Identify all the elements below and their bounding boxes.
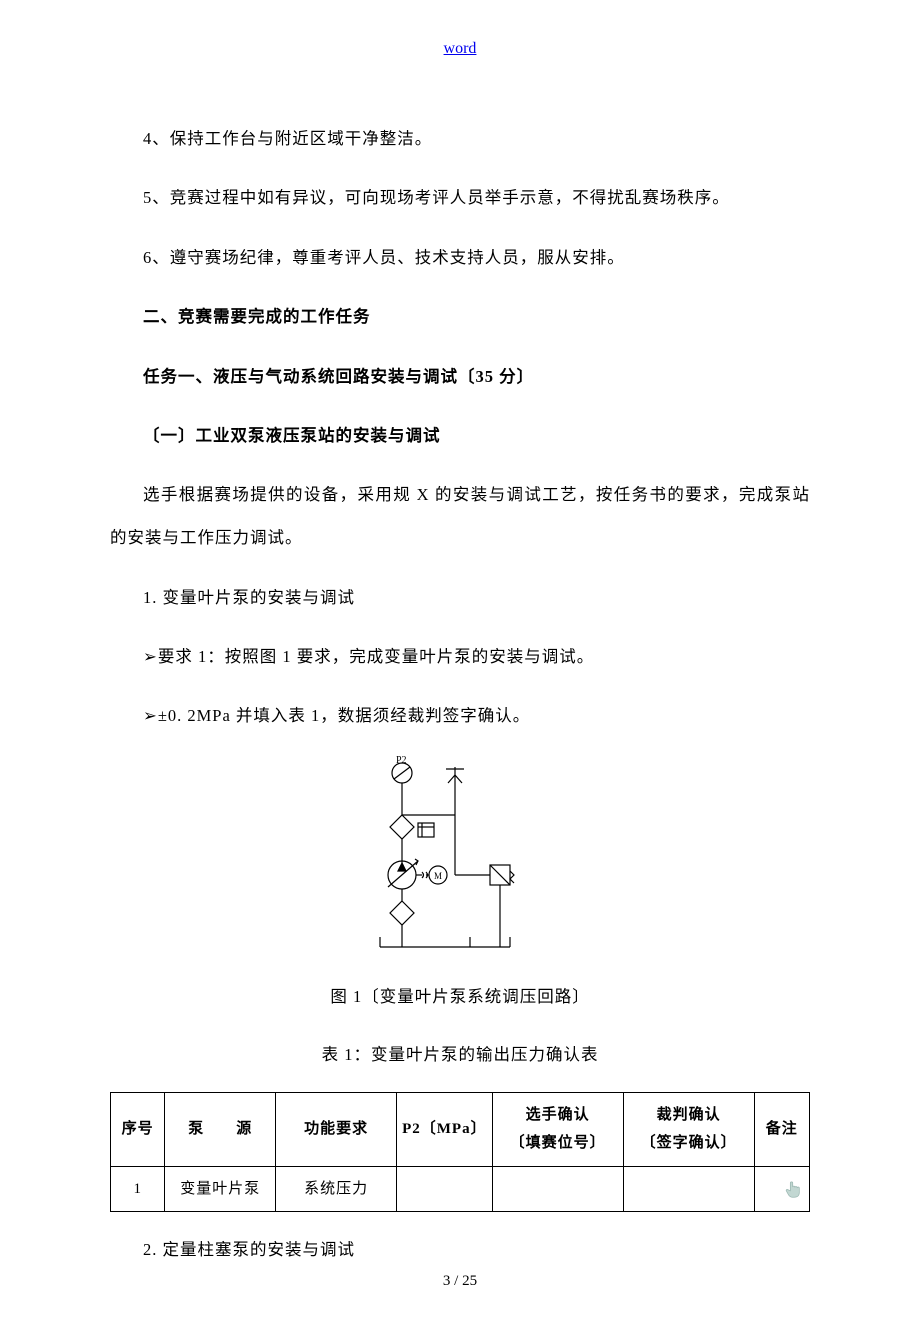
table-1-caption: 表 1：变量叶片泵的输出压力确认表 [110,1034,810,1075]
page: word 4、保持工作台与附近区域干净整洁。 5、竞赛过程中如有异议，可向现场考… [0,0,920,1328]
hydraulic-circuit-svg: P2 [360,755,560,955]
intro-paragraph: 选手根据赛场提供的设备，采用规 X 的安装与调试工艺，按任务书的要求，完成泵站的… [110,474,810,560]
table-row: 序号 泵 源 功能要求 P2〔MPa〕 选手确认 〔填赛位号〕 裁判确认 〔签字… [111,1092,810,1166]
col-p2: P2〔MPa〕 [397,1092,493,1166]
cell-judge [623,1166,754,1212]
col-judge: 裁判确认 〔签字确认〕 [623,1092,754,1166]
label-m: M [434,871,442,881]
col-source: 泵 源 [165,1092,276,1166]
figure-1-caption: 图 1〔变量叶片泵系统调压回路〕 [110,976,810,1017]
hand-cursor-icon [783,1178,805,1200]
task-1-title: 任务一、液压与气动系统回路安装与调试〔35 分〕 [110,356,810,399]
col-player: 选手确认 〔填赛位号〕 [492,1092,623,1166]
requirement-2: ➢±0. 2MPa 并填入表 1，数据须经裁判签字确认。 [110,695,810,738]
cell-source: 变量叶片泵 [165,1166,276,1212]
figure-1-diagram: P2 [110,755,810,960]
table-row: 1 变量叶片泵 系统压力 [111,1166,810,1212]
requirement-1: ➢要求 1：按照图 1 要求，完成变量叶片泵的安装与调试。 [110,636,810,679]
step-2: 2. 定量柱塞泵的安装与调试 [110,1229,810,1272]
subsection-1-title: 〔一〕工业双泵液压泵站的安装与调试 [110,415,810,458]
section-2-title: 二、竞赛需要完成的工作任务 [110,296,810,339]
cell-seq: 1 [111,1166,165,1212]
header-word-link[interactable]: word [110,40,810,58]
rule-5: 5、竞赛过程中如有异议，可向现场考评人员举手示意，不得扰乱赛场秩序。 [110,177,810,220]
col-seq: 序号 [111,1092,165,1166]
col-func: 功能要求 [276,1092,397,1166]
rule-6: 6、遵守赛场纪律，尊重考评人员、技术支持人员，服从安排。 [110,237,810,280]
col-note: 备注 [754,1092,809,1166]
cell-player [492,1166,623,1212]
cell-func: 系统压力 [276,1166,397,1212]
rule-4: 4、保持工作台与附近区域干净整洁。 [110,118,810,161]
cell-note [754,1166,809,1212]
cell-p2 [397,1166,493,1212]
label-p2: P2 [396,755,407,766]
page-footer: 3 / 25 [0,1273,920,1290]
table-1: 序号 泵 源 功能要求 P2〔MPa〕 选手确认 〔填赛位号〕 裁判确认 〔签字… [110,1092,810,1213]
step-1: 1. 变量叶片泵的安装与调试 [110,577,810,620]
